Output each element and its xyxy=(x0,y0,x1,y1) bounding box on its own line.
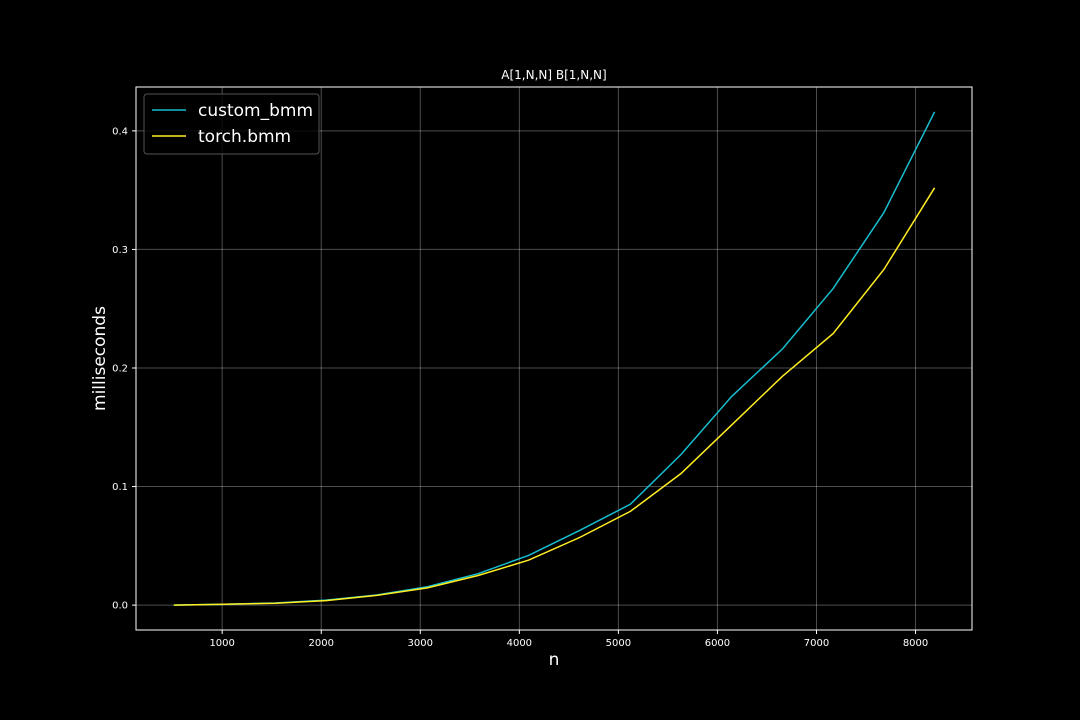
plot-area-frame xyxy=(135,86,973,631)
legend-box xyxy=(143,93,320,155)
y-tick-label: 0.2 xyxy=(112,363,128,374)
y-axis-label: milliseconds xyxy=(90,306,110,411)
y-tick-label: 0.1 xyxy=(112,482,128,493)
legend-label: torch.bmm xyxy=(198,127,291,147)
grid xyxy=(136,87,972,630)
y-tick-label: 0.4 xyxy=(112,126,128,137)
x-tick-label: 2000 xyxy=(309,638,334,649)
x-tick-label: 4000 xyxy=(507,638,532,649)
x-tick-label: 1000 xyxy=(209,638,234,649)
x-tick-label: 8000 xyxy=(903,638,928,649)
legend-label: custom_bmm xyxy=(198,101,313,121)
series-lines xyxy=(173,111,936,606)
series-line-torch-bmm xyxy=(173,187,936,606)
x-tick-label: 5000 xyxy=(606,638,631,649)
x-axis-label: n xyxy=(549,650,560,670)
legend: custom_bmm torch.bmm xyxy=(143,93,320,155)
x-tick-label: 6000 xyxy=(705,638,730,649)
y-tick-label: 0.3 xyxy=(112,245,128,256)
axis-ticks: 1000 2000 3000 4000 5000 6000 7000 8000 0.0 0.1 0.… xyxy=(112,126,928,649)
chart-title: A[1,N,N] B[1,N,N] xyxy=(501,68,606,82)
y-tick-label: 0.0 xyxy=(112,601,128,612)
x-tick-label: 7000 xyxy=(804,638,829,649)
x-tick-label: 3000 xyxy=(408,638,433,649)
series-line-custom-bmm xyxy=(173,111,936,606)
